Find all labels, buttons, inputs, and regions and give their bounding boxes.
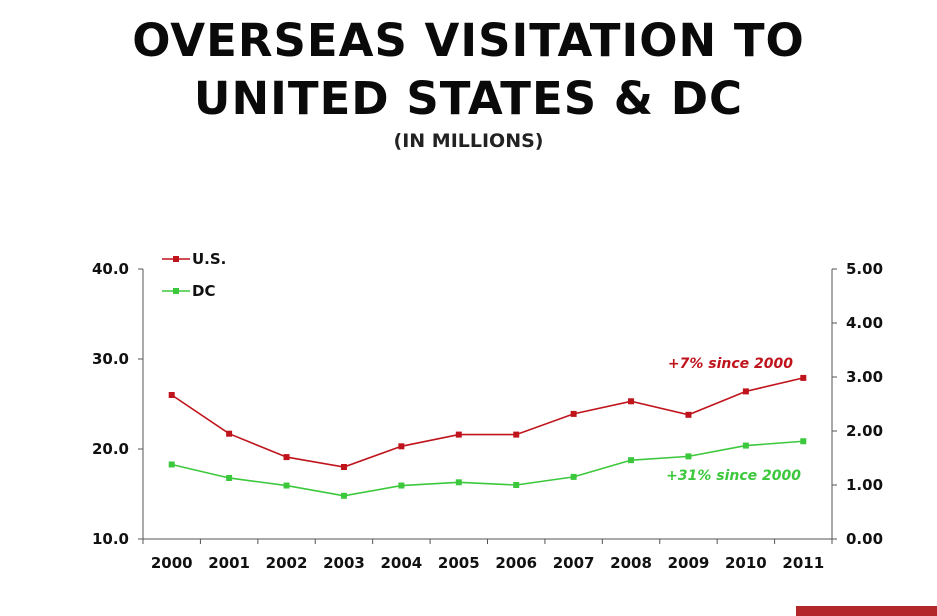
x-axis-tick-label: 2005 [438,554,480,572]
right-axis-tick-label: 4.00 [846,314,883,332]
legend-marker-us [173,256,179,262]
x-axis-tick-label: 2007 [553,554,595,572]
data-point-dc [570,473,577,480]
data-point-us [685,411,692,418]
right-axis-tick-label: 1.00 [846,476,883,494]
data-point-us [513,431,520,438]
x-axis-tick-label: 2006 [495,554,537,572]
data-point-us [570,410,577,417]
series-line-dc [171,440,804,497]
data-point-dc [340,492,347,499]
annotation-label: +31% since 2000 [666,468,801,484]
right-axis-tick-label: 2.00 [846,422,883,440]
data-point-dc [455,479,462,486]
chart-title-line-2: UNITED STATES & DC [193,72,744,125]
x-axis-tick-label: 2003 [323,554,365,572]
data-point-dc [685,453,692,460]
decorative-corner-bar [796,606,937,616]
x-axis-tick-label: 2001 [208,554,250,572]
data-point-dc [283,482,290,489]
legend-marker-dc [173,288,179,294]
legend-label-us: U.S. [192,250,226,268]
x-axis-tick-label: 2011 [782,554,824,572]
data-point-us [628,398,635,405]
x-axis-tick-label: 2009 [668,554,710,572]
data-point-us [340,464,347,470]
right-axis-tick-label: 5.00 [846,260,883,278]
left-axis-tick-label: 40.0 [92,260,129,278]
data-point-us [226,430,233,437]
chart-subtitle: (IN MILLIONS) [393,130,544,152]
series-line-us [171,377,804,468]
x-axis-tick-label: 2004 [381,554,423,572]
legend-label-dc: DC [192,282,215,300]
data-point-dc [513,482,520,488]
data-point-dc [628,457,635,464]
data-point-dc [800,438,807,445]
right-axis-tick-label: 0.00 [846,530,883,548]
data-point-us [398,443,405,450]
left-axis-tick-label: 20.0 [92,440,129,458]
data-point-us [742,388,749,395]
chart-title-line-1: OVERSEAS VISITATION TO [132,14,805,67]
data-point-us [168,392,175,398]
x-axis-tick-label: 2002 [266,554,308,572]
data-point-us [455,431,462,438]
data-point-dc [398,482,405,489]
left-axis-tick-label: 30.0 [92,350,129,368]
data-point-dc [168,461,175,468]
data-point-dc [226,474,233,481]
x-axis-tick-label: 2010 [725,554,767,572]
left-axis-tick-label: 10.0 [92,530,129,548]
annotation-label: +7% since 2000 [668,356,793,372]
right-axis-tick-label: 3.00 [846,368,883,386]
data-point-us [283,454,290,461]
data-point-us [800,374,807,381]
x-axis-tick-label: 2000 [151,554,193,572]
data-point-dc [742,442,749,449]
x-axis-tick-label: 2008 [610,554,652,572]
